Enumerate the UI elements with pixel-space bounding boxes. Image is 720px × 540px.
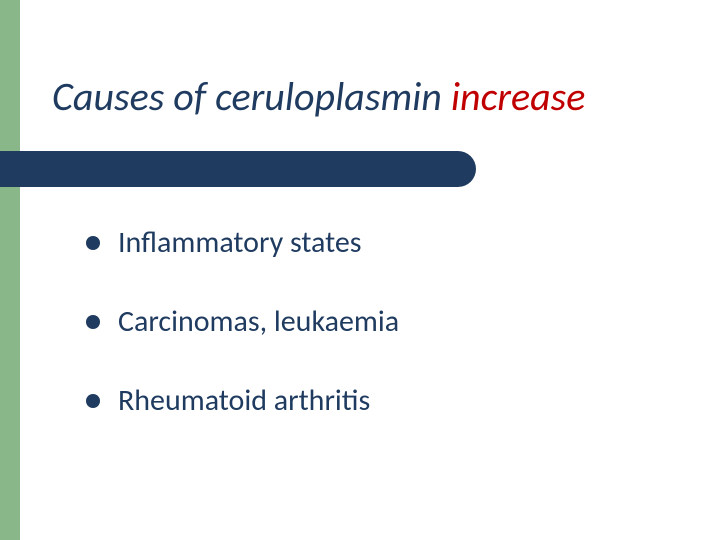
bullet-text: Inflammatory states [118, 224, 362, 261]
slide-title: Causes of ceruloplasmin increase [52, 72, 585, 121]
title-highlight: increase [451, 72, 585, 121]
title-prefix: Causes of ceruloplasmin [52, 72, 451, 121]
left-accent-bar [0, 0, 20, 540]
bullet-icon [86, 236, 100, 250]
title-underline-bar [0, 151, 476, 187]
bullet-text: Carcinomas, leukaemia [118, 303, 399, 340]
bullet-icon [86, 315, 100, 329]
bullet-icon [86, 394, 100, 408]
list-item: Carcinomas, leukaemia [86, 303, 399, 340]
bullet-list: Inflammatory states Carcinomas, leukaemi… [86, 224, 399, 461]
list-item: Inflammatory states [86, 224, 399, 261]
bullet-text: Rheumatoid arthritis [118, 382, 370, 419]
list-item: Rheumatoid arthritis [86, 382, 399, 419]
